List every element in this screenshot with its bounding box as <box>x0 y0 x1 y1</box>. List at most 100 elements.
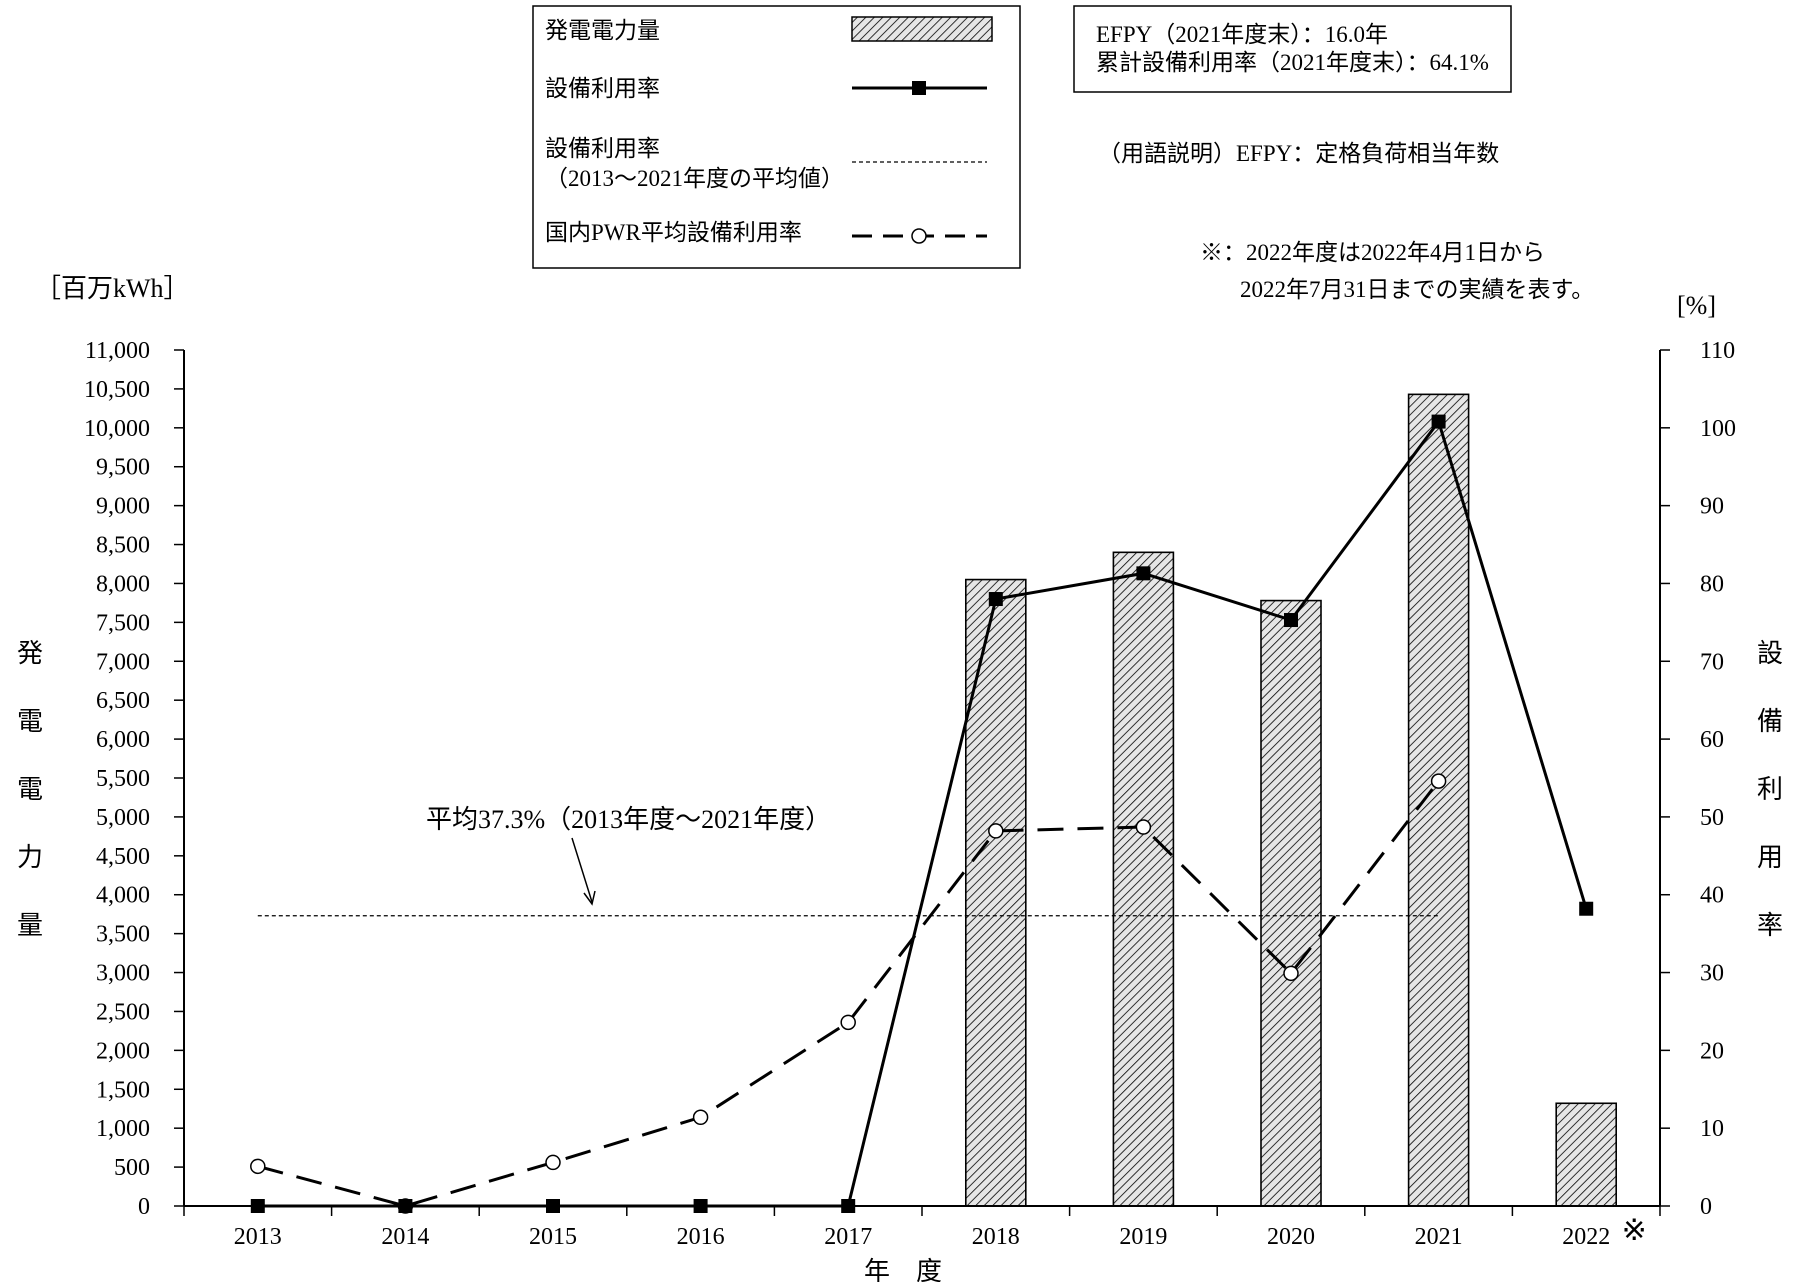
x-tick-label: 2019 <box>1119 1224 1167 1250</box>
average-annotation: 平均37.3%（2013年度～2021年度） <box>426 805 831 834</box>
left-tick-label: 9,500 <box>96 455 150 481</box>
right-tick-label: 100 <box>1700 416 1736 442</box>
left-tick-label: 500 <box>114 1155 150 1181</box>
right-tick-label: 110 <box>1700 338 1735 364</box>
right-tick-label: 10 <box>1700 1116 1724 1142</box>
pwr-point-2018 <box>988 823 1004 839</box>
right-axis-title-char: 備 <box>1757 707 1783 736</box>
term-note: （用語説明）EFPY：定格負荷相当年数 <box>1098 141 1499 166</box>
left-tick-label: 2,000 <box>96 1038 150 1064</box>
left-tick-label: 4,000 <box>96 883 150 909</box>
bar-2018 <box>964 578 1027 1207</box>
pwr-point-2016 <box>692 1109 709 1126</box>
left-tick-label: 5,500 <box>96 766 150 792</box>
legend-label-pwr: 国内PWR平均設備利用率 <box>545 220 802 245</box>
left-axis-title-char: 電 <box>17 775 43 804</box>
legend-frame <box>532 5 1021 269</box>
bar-2022 <box>1555 1102 1617 1207</box>
right-tick-label: 30 <box>1700 961 1724 987</box>
right-tick-label: 80 <box>1700 571 1724 597</box>
x-axis-title: 年 度 <box>864 1257 942 1282</box>
right-tick-label: 90 <box>1700 494 1724 520</box>
info-cumulative-rate: 累計設備利用率（2021年度末）：64.1% <box>1096 50 1489 75</box>
right-tick-label: 70 <box>1700 649 1724 675</box>
left-axis-title-char: 発 <box>17 639 43 668</box>
x-tick-label: 2017 <box>824 1224 872 1250</box>
left-tick-label: 8,000 <box>96 571 150 597</box>
x-axis-ticks: 2013 2014 2015 2016 2017 2018 2019 2020 2021 2022… <box>183 1206 1661 1250</box>
left-tick-label: 6,000 <box>96 727 150 753</box>
legend: 発電電力量 設備利用率 設備利用率 （2013～2021年度の平均値） 国内PW… <box>532 5 1021 269</box>
left-axis-title-char: 力 <box>17 843 43 872</box>
right-axis-title: 設備利用率 <box>1757 639 1783 940</box>
info-box-frame <box>1073 5 1512 93</box>
left-tick-label: 5,000 <box>96 805 150 831</box>
bar-2021 <box>1407 393 1470 1207</box>
x-tick-label: 2015 <box>529 1224 577 1250</box>
x-tick-label: 2014 <box>381 1224 429 1250</box>
right-axis-unit: [%] <box>1677 291 1716 320</box>
info-efpy: EFPY（2021年度末）：16.0年 <box>1096 22 1388 47</box>
left-tick-label: 2,500 <box>96 999 150 1025</box>
x-tick-label: 2018 <box>972 1224 1020 1250</box>
legend-label-line: 設備利用率 <box>545 76 660 101</box>
legend-swatch-bar <box>851 16 993 42</box>
pwr-point-2021 <box>1430 773 1447 789</box>
legend-swatch-square-marker <box>912 81 926 95</box>
left-axis-ticks: 0 500 1,000 1,500 2,000 2,500 3,000 3,500 4,000 4… <box>84 338 184 1220</box>
legend-label-average-1: 設備利用率 <box>545 136 660 161</box>
capacity-factor-point-2021 <box>1431 414 1446 429</box>
capacity-factor-point-2022 <box>1579 901 1594 916</box>
pwr-point-2017 <box>840 1014 856 1031</box>
right-axis-title-char: 用 <box>1757 843 1783 872</box>
right-axis-title-char: 率 <box>1757 911 1783 940</box>
left-tick-label: 10,000 <box>84 416 150 442</box>
right-axis-ticks: 0 10 20 30 40 50 60 70 80 90 100 110 <box>1660 338 1736 1220</box>
bar-2020 <box>1260 599 1322 1207</box>
footnote-line-1: ※：2022年度は2022年4月1日から <box>1200 240 1545 265</box>
right-tick-label: 50 <box>1700 805 1724 831</box>
left-tick-label: 1,000 <box>96 1116 150 1142</box>
left-tick-label: 1,500 <box>96 1077 150 1103</box>
right-tick-label: 60 <box>1700 727 1724 753</box>
average-arrow <box>571 837 596 906</box>
legend-swatch-circle-marker <box>911 228 927 244</box>
pwr-rate-line <box>257 780 1440 1208</box>
bar-2019 <box>1112 551 1175 1207</box>
x-tick-label: 2022 <box>1562 1224 1610 1250</box>
right-tick-label: 40 <box>1700 883 1724 909</box>
left-tick-label: 7,500 <box>96 610 150 636</box>
left-tick-label: 3,000 <box>96 961 150 987</box>
info-box: EFPY（2021年度末）：16.0年 累計設備利用率（2021年度末）：64.… <box>1073 5 1512 93</box>
left-axis-title-char: 電 <box>17 707 43 736</box>
left-tick-label: 3,500 <box>96 922 150 948</box>
left-axis-unit: ［百万kWh］ <box>35 274 190 303</box>
left-axis-title-char: 量 <box>17 911 43 940</box>
left-tick-label: 0 <box>138 1194 150 1220</box>
right-tick-label: 20 <box>1700 1038 1724 1064</box>
left-tick-label: 4,500 <box>96 844 150 870</box>
capacity-factor-point-2018 <box>988 592 1003 607</box>
left-tick-label: 7,000 <box>96 649 150 675</box>
left-tick-label: 6,500 <box>96 688 150 714</box>
pwr-point-2020 <box>1283 965 1299 982</box>
left-axis-title: 発電電力量 <box>17 639 43 940</box>
x-tick-label: 2016 <box>677 1224 725 1250</box>
right-axis-title-char: 利 <box>1757 775 1783 804</box>
left-tick-label: 11,000 <box>85 338 150 364</box>
pwr-point-2013 <box>250 1158 266 1175</box>
x-tick-label: 2021 <box>1415 1224 1463 1250</box>
right-axis-title-char: 設 <box>1757 639 1783 668</box>
pwr-point-2015 <box>545 1154 561 1171</box>
left-tick-label: 10,500 <box>84 377 150 403</box>
left-tick-label: 9,000 <box>96 494 150 520</box>
capacity-factor-point-2020 <box>1284 613 1298 628</box>
bars-layer <box>964 393 1617 1207</box>
left-tick-label: 8,500 <box>96 533 150 559</box>
x-tick-label: 2013 <box>234 1224 282 1250</box>
legend-label-average-2: （2013～2021年度の平均値） <box>545 166 844 191</box>
capacity-factor-point-2019 <box>1136 566 1151 581</box>
pwr-point-2019 <box>1135 819 1152 835</box>
right-tick-label: 0 <box>1700 1194 1712 1220</box>
